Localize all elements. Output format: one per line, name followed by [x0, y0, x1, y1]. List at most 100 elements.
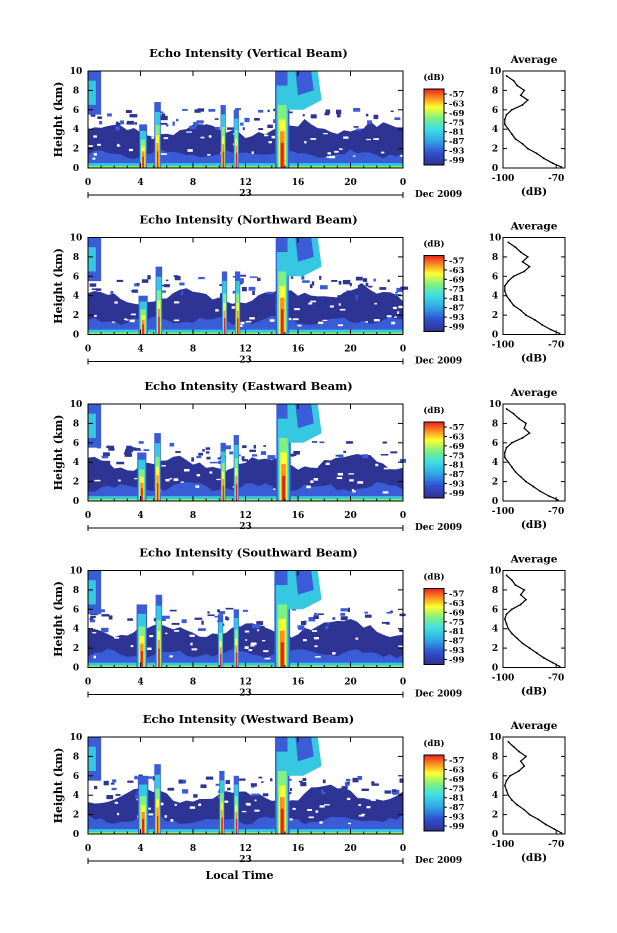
echo-fleck — [250, 783, 257, 787]
echo-gap — [392, 306, 397, 310]
average-profile-point — [510, 466, 513, 468]
echo-fleck — [311, 441, 318, 443]
average-profile-point — [507, 128, 510, 131]
echo-fleck — [152, 776, 156, 781]
colorbar-tick-label: -87 — [449, 637, 464, 647]
average-profile-point — [516, 804, 519, 806]
echo-gap — [215, 309, 219, 312]
echo-fleck — [169, 609, 177, 612]
echo-gap — [245, 320, 252, 323]
echo-gap — [165, 632, 168, 635]
echo-fleck — [298, 627, 305, 631]
echo-gap — [118, 479, 121, 482]
echo-fleck — [108, 447, 115, 451]
x-tick-label: 16 — [292, 178, 305, 188]
colorbar-tick-label: -63 — [449, 432, 464, 442]
avg-y-tick-label: 4 — [492, 458, 498, 468]
echo-fleck — [126, 446, 134, 451]
convective-cell-3 — [233, 609, 239, 668]
echo-gap — [373, 138, 379, 141]
echo-fleck — [181, 789, 189, 794]
echo-gap — [352, 155, 356, 157]
average-profile-point — [525, 314, 527, 316]
echo-fleck — [238, 626, 245, 631]
echo-fleck — [101, 614, 110, 617]
average-profile-point — [507, 280, 510, 283]
average-frame — [502, 237, 566, 335]
echo-fleck — [325, 109, 331, 114]
echo-fleck — [362, 278, 368, 282]
echo-fleck — [160, 617, 166, 621]
day-label: 23 — [239, 522, 252, 532]
echo-fleck — [126, 122, 129, 125]
echo-gap — [114, 301, 118, 304]
echo-gap — [151, 137, 154, 139]
echo-fleck — [254, 117, 260, 121]
cell-intensity-layer — [140, 651, 143, 668]
echo-gap — [94, 314, 97, 317]
echo-gap — [370, 799, 376, 801]
echo-gap — [313, 478, 319, 481]
echo-fleck — [319, 441, 325, 444]
echo-fleck — [207, 611, 210, 614]
echo-fleck — [400, 286, 409, 290]
echo-fleck — [310, 114, 317, 119]
echo-fleck — [298, 780, 303, 783]
echo-gap — [365, 795, 371, 799]
echo-gap — [308, 302, 313, 305]
echo-fleck — [208, 109, 216, 112]
echo-gap — [161, 465, 166, 467]
echo-gap — [200, 136, 205, 139]
echo-fleck — [353, 126, 359, 128]
echo-fleck — [266, 291, 274, 295]
echo-fleck — [120, 120, 124, 125]
echo-gap — [256, 629, 260, 632]
echo-gap — [163, 137, 169, 140]
echo-fleck — [160, 115, 168, 121]
echo-fleck — [134, 122, 138, 125]
colorbar — [423, 588, 445, 665]
echo-fleck — [359, 283, 364, 286]
echo-fleck — [196, 455, 202, 459]
average-profile-point — [523, 270, 526, 273]
average-profile-point — [535, 652, 538, 654]
echo-gap — [400, 154, 405, 157]
cell-intensity-layer — [237, 318, 239, 335]
cell-intensity-layer — [156, 815, 159, 834]
echo-fleck — [238, 274, 247, 277]
colorbar-tick-label: -69 — [449, 775, 464, 785]
cell-intensity-layer — [221, 817, 223, 834]
echo-gap — [187, 149, 193, 152]
average-profile-point — [560, 166, 563, 168]
colorbar-tick-label: -81 — [449, 128, 464, 138]
echo-gap — [329, 155, 336, 159]
echo-gap — [297, 324, 302, 327]
average-title: Average — [510, 54, 558, 66]
echo-fleck — [338, 280, 342, 285]
echo-gap — [261, 640, 266, 642]
echo-gap — [195, 485, 200, 488]
echo-fleck — [337, 295, 343, 298]
colorbar-tick-label: -81 — [449, 461, 464, 471]
convective-cell-0 — [137, 452, 147, 501]
echo-gap — [128, 148, 133, 152]
echo-gap — [307, 809, 313, 811]
average-profile-point — [523, 427, 526, 430]
echo-fleck — [214, 615, 219, 618]
average-profile-point — [512, 745, 515, 748]
echo-fleck — [115, 794, 121, 796]
echo-fleck — [309, 284, 313, 289]
echo-gap — [114, 801, 119, 804]
x-tick-label: 4 — [137, 511, 143, 521]
convective-cell-4 — [275, 71, 290, 168]
average-frame — [502, 736, 566, 835]
colorbar-tick-label: -93 — [449, 147, 464, 157]
echo-fleck — [135, 794, 139, 796]
cell-intensity-layer — [222, 151, 225, 168]
cell-intensity-layer — [282, 475, 286, 501]
echo-fleck — [386, 621, 390, 625]
echo-fleck — [343, 450, 347, 453]
average-profile-point — [542, 157, 545, 160]
echo-fleck — [328, 789, 331, 794]
echo-fleck — [371, 126, 376, 130]
